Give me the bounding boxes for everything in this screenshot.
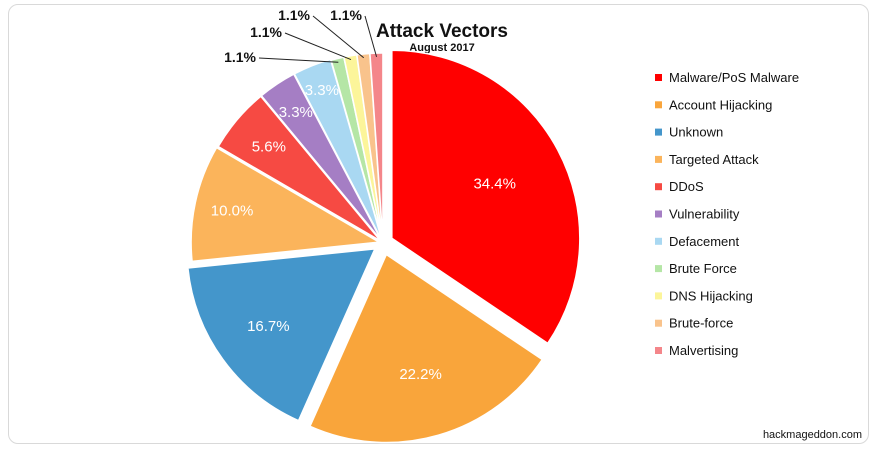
legend-swatch	[655, 74, 662, 81]
legend-entry: Vulnerability	[669, 207, 740, 222]
pie-slice-ddos	[217, 95, 382, 242]
legend-entry: Defacement	[669, 234, 739, 249]
chart-title: Attack Vectors	[376, 21, 508, 42]
legend-swatch	[655, 210, 662, 218]
pie-slice-unknown	[187, 247, 377, 422]
slice-label: 1.1%	[224, 49, 256, 65]
slice-label: 3.3%	[305, 82, 339, 99]
legend-entry: Targeted Attack	[669, 152, 759, 167]
legend-entry: Malware/PoS Malware	[669, 70, 799, 85]
legend-entry: Brute Force	[669, 261, 737, 276]
leader-lines	[258, 15, 378, 63]
legend-swatch	[655, 319, 662, 327]
slice-label: 5.6%	[252, 138, 286, 155]
legend-swatch	[655, 237, 662, 245]
legend-swatch	[655, 265, 662, 273]
leader-line	[312, 15, 365, 59]
pie-slice-malware-pos-malware	[391, 49, 581, 345]
slice-label: 3.3%	[279, 104, 313, 121]
slice-label: 1.1%	[250, 24, 282, 40]
slice-label: 1.1%	[278, 7, 310, 23]
leader-line	[258, 57, 339, 63]
pie-slice-account-hijacking	[308, 253, 544, 444]
slice-label: 10.0%	[211, 202, 254, 219]
legend-swatch	[655, 292, 662, 300]
legend-entry: Malvertising	[669, 343, 738, 358]
pie-slice-defacement	[293, 58, 383, 241]
chart-subtitle: August 2017	[409, 42, 474, 54]
slice-label: 1.1%	[330, 7, 362, 23]
legend-entry: DNS Hijacking	[669, 288, 753, 303]
slice-label: 22.2%	[399, 366, 442, 383]
source-credit: hackmageddon.com	[763, 429, 862, 441]
legend-swatch	[655, 155, 662, 163]
slice-label: 16.7%	[247, 318, 290, 335]
legend-entry: Unknown	[669, 125, 723, 140]
legend-swatch	[655, 128, 662, 136]
legend-swatch	[655, 183, 662, 191]
pie-slice-targeted-attack	[190, 146, 382, 263]
legend-swatch	[655, 101, 662, 109]
slice-label: 34.4%	[473, 176, 516, 193]
legend-entry: Brute-force	[669, 316, 733, 331]
legend-entry: DDoS	[669, 179, 704, 194]
leader-line	[284, 32, 352, 61]
legend: Malware/PoS Malware Account Hijacking Unkn…	[655, 70, 799, 358]
slice-labels: 34.4%22.2%16.7%10.0%5.6%3.3%3.3%1.1%1.1%…	[211, 7, 516, 383]
leader-line	[364, 15, 378, 58]
legend-entry: Account Hijacking	[669, 97, 772, 112]
pie-slices	[187, 49, 581, 444]
pie-slice-malvertising	[369, 52, 384, 242]
legend-swatch	[655, 347, 662, 354]
